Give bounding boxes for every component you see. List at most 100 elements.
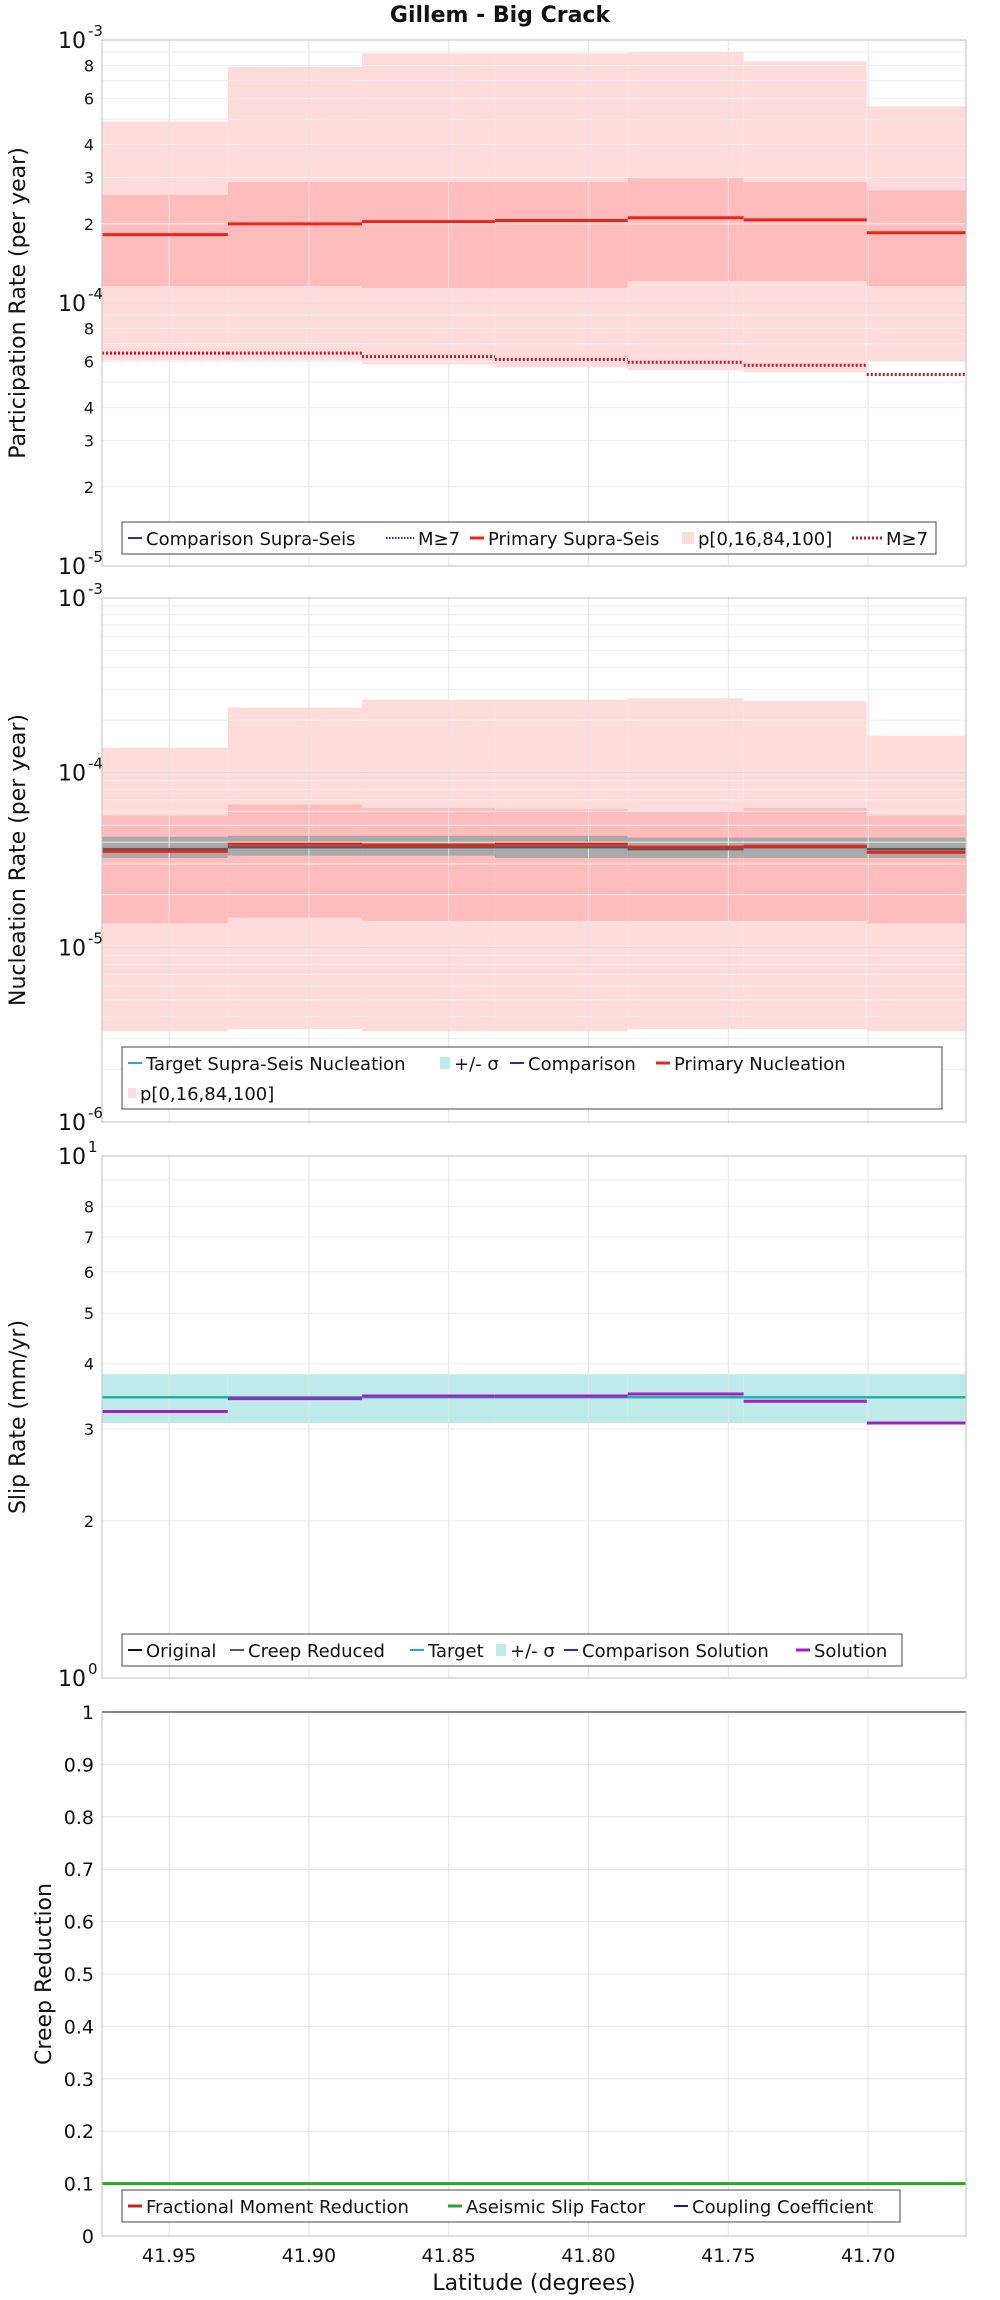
y-tick-label: 0 — [82, 2226, 94, 2248]
y-tick-label: 0.1 — [64, 2174, 94, 2196]
legend-label: Aseismic Slip Factor — [466, 2197, 646, 2218]
legend-label: Target Supra-Seis Nucleation — [145, 1054, 406, 1075]
participation-legend: Comparison Supra-Seis M≥7 Primary Supra-… — [121, 521, 937, 555]
y-tick-label: 10 -4 — [58, 755, 103, 787]
y-tick-label: 10 -3 — [58, 580, 103, 612]
y-minor-tick-label: 3 — [84, 169, 94, 188]
participation-lines — [102, 216, 966, 376]
y-tick-label: 10 -5 — [58, 548, 103, 580]
y-tick-label: 0.3 — [64, 2069, 94, 2091]
legend-label: M≥7 — [418, 529, 460, 550]
legend-swatch-sigma — [496, 1644, 506, 1656]
y-minor-tick-label: 4 — [84, 1355, 94, 1374]
band-segment-inner — [102, 815, 228, 924]
x-tick-label: 41.90 — [282, 2245, 336, 2267]
creep-y-ticks: 0 0.1 0.2 0.3 0.4 0.5 0.6 0.7 0.8 0.9 1 — [64, 1702, 94, 2248]
slip-frame — [101, 1155, 967, 1679]
legend-label: Comparison — [528, 1054, 636, 1075]
legend-label: Comparison Solution — [582, 1641, 769, 1662]
y-tick-base: 10 — [58, 555, 86, 580]
band-segment-inner — [627, 811, 744, 921]
participation-bands — [102, 52, 966, 373]
sigma-band-segment — [743, 1374, 867, 1423]
y-tick-exponent: -6 — [88, 1104, 103, 1122]
slip-ylabel: Slip Rate (mm/yr) — [6, 1320, 31, 1514]
legend-swatch-band — [128, 1088, 136, 1098]
y-tick-exponent: -4 — [88, 755, 103, 773]
legend-label: Primary Supra-Seis — [488, 529, 659, 550]
slip-grid — [102, 1156, 966, 1679]
nucleation-y-ticks: 10-610-510-410-3 — [58, 580, 103, 1136]
sigma-band-segment — [494, 1374, 628, 1423]
y-tick-label: 1 — [82, 1702, 94, 1724]
chart-title: Gillem - Big Crack — [390, 3, 612, 28]
sigma-band-segment — [866, 837, 966, 858]
legend-label: Coupling Coefficient — [692, 2197, 873, 2218]
y-minor-tick-label: 8 — [84, 1198, 94, 1217]
y-tick-base: 10 — [58, 1111, 86, 1136]
legend-label: Primary Nucleation — [674, 1054, 846, 1075]
y-minor-tick-label: 5 — [84, 1304, 94, 1323]
band-segment-inner — [866, 190, 966, 287]
x-tick-label: 41.70 — [841, 2245, 895, 2267]
legend-label: Creep Reduced — [248, 1641, 385, 1662]
y-tick-exponent: 0 — [88, 1660, 98, 1678]
band-segment-inner — [494, 809, 628, 921]
participation-legend-box — [121, 521, 937, 555]
y-minor-tick-label: 3 — [84, 432, 94, 451]
legend-swatch-sigma — [440, 1057, 450, 1069]
y-minor-tick-label: 6 — [84, 89, 94, 108]
participation-frame — [101, 39, 967, 567]
creep-x-ticks: 41.95 41.90 41.85 41.80 41.75 41.70 — [142, 2245, 895, 2267]
nucleation-ylabel: Nucleation Rate (per year) — [6, 714, 31, 1006]
y-minor-tick-label: 8 — [84, 319, 94, 338]
y-tick-base: 10 — [58, 762, 86, 787]
y-tick-base: 10 — [58, 587, 86, 612]
legend-label: p[0,16,84,100] — [140, 1084, 274, 1105]
creep-grid — [102, 1711, 966, 2237]
band-segment-inner — [102, 194, 228, 287]
y-tick-exponent: -3 — [88, 580, 103, 598]
legend-label: M≥7 — [886, 529, 928, 550]
nucleation-lines — [102, 842, 966, 854]
sigma-band-segment — [102, 1374, 228, 1423]
legend-label: Original — [146, 1641, 216, 1662]
y-tick-label: 10 -6 — [58, 1104, 103, 1136]
x-tick-label: 41.95 — [142, 2245, 196, 2267]
creep-panel: 0 0.1 0.2 0.3 0.4 0.5 0.6 0.7 0.8 0.9 1 41.95 41.90… — [32, 1702, 967, 2296]
y-tick-label: 10 1 — [58, 1138, 98, 1170]
y-minor-tick-label: 6 — [84, 352, 94, 371]
legend-label: +/- σ — [510, 1641, 555, 1662]
y-tick-label: 10 0 — [58, 1660, 98, 1692]
y-tick-label: 10 -5 — [58, 929, 103, 961]
sigma-band-segment — [362, 1374, 495, 1423]
legend-swatch-band — [682, 532, 694, 544]
slip-legend-box — [121, 1633, 903, 1667]
y-minor-tick-label: 2 — [84, 478, 94, 497]
y-minor-tick-label: 4 — [84, 399, 94, 418]
participation-ylabel: Participation Rate (per year) — [6, 147, 31, 459]
nucleation-frame — [101, 597, 967, 1123]
creep-ylabel: Creep Reduction — [32, 1883, 57, 2065]
y-minor-tick-label: 2 — [84, 1512, 94, 1531]
creep-xlabel: Latitude (degrees) — [432, 2271, 635, 2296]
y-minor-tick-label: 4 — [84, 136, 94, 155]
y-minor-tick-label: 2 — [84, 215, 94, 234]
y-tick-exponent: -4 — [88, 285, 103, 303]
legend-label: +/- σ — [454, 1054, 499, 1075]
creep-legend: Fractional Moment Reduction Aseismic Sli… — [121, 2189, 901, 2223]
creep-frame — [101, 1711, 967, 2237]
y-tick-label: 0.7 — [64, 1859, 94, 1881]
band-segment-inner — [866, 815, 966, 924]
y-tick-label: 0.6 — [64, 1912, 94, 1934]
y-tick-label: 0.9 — [64, 1754, 94, 1776]
y-tick-label: 0.8 — [64, 1807, 94, 1829]
y-tick-label: 10 -4 — [58, 285, 103, 317]
y-minor-tick-label: 7 — [84, 1228, 94, 1247]
sigma-band-segment — [866, 1374, 966, 1423]
y-tick-exponent: -5 — [88, 929, 103, 947]
